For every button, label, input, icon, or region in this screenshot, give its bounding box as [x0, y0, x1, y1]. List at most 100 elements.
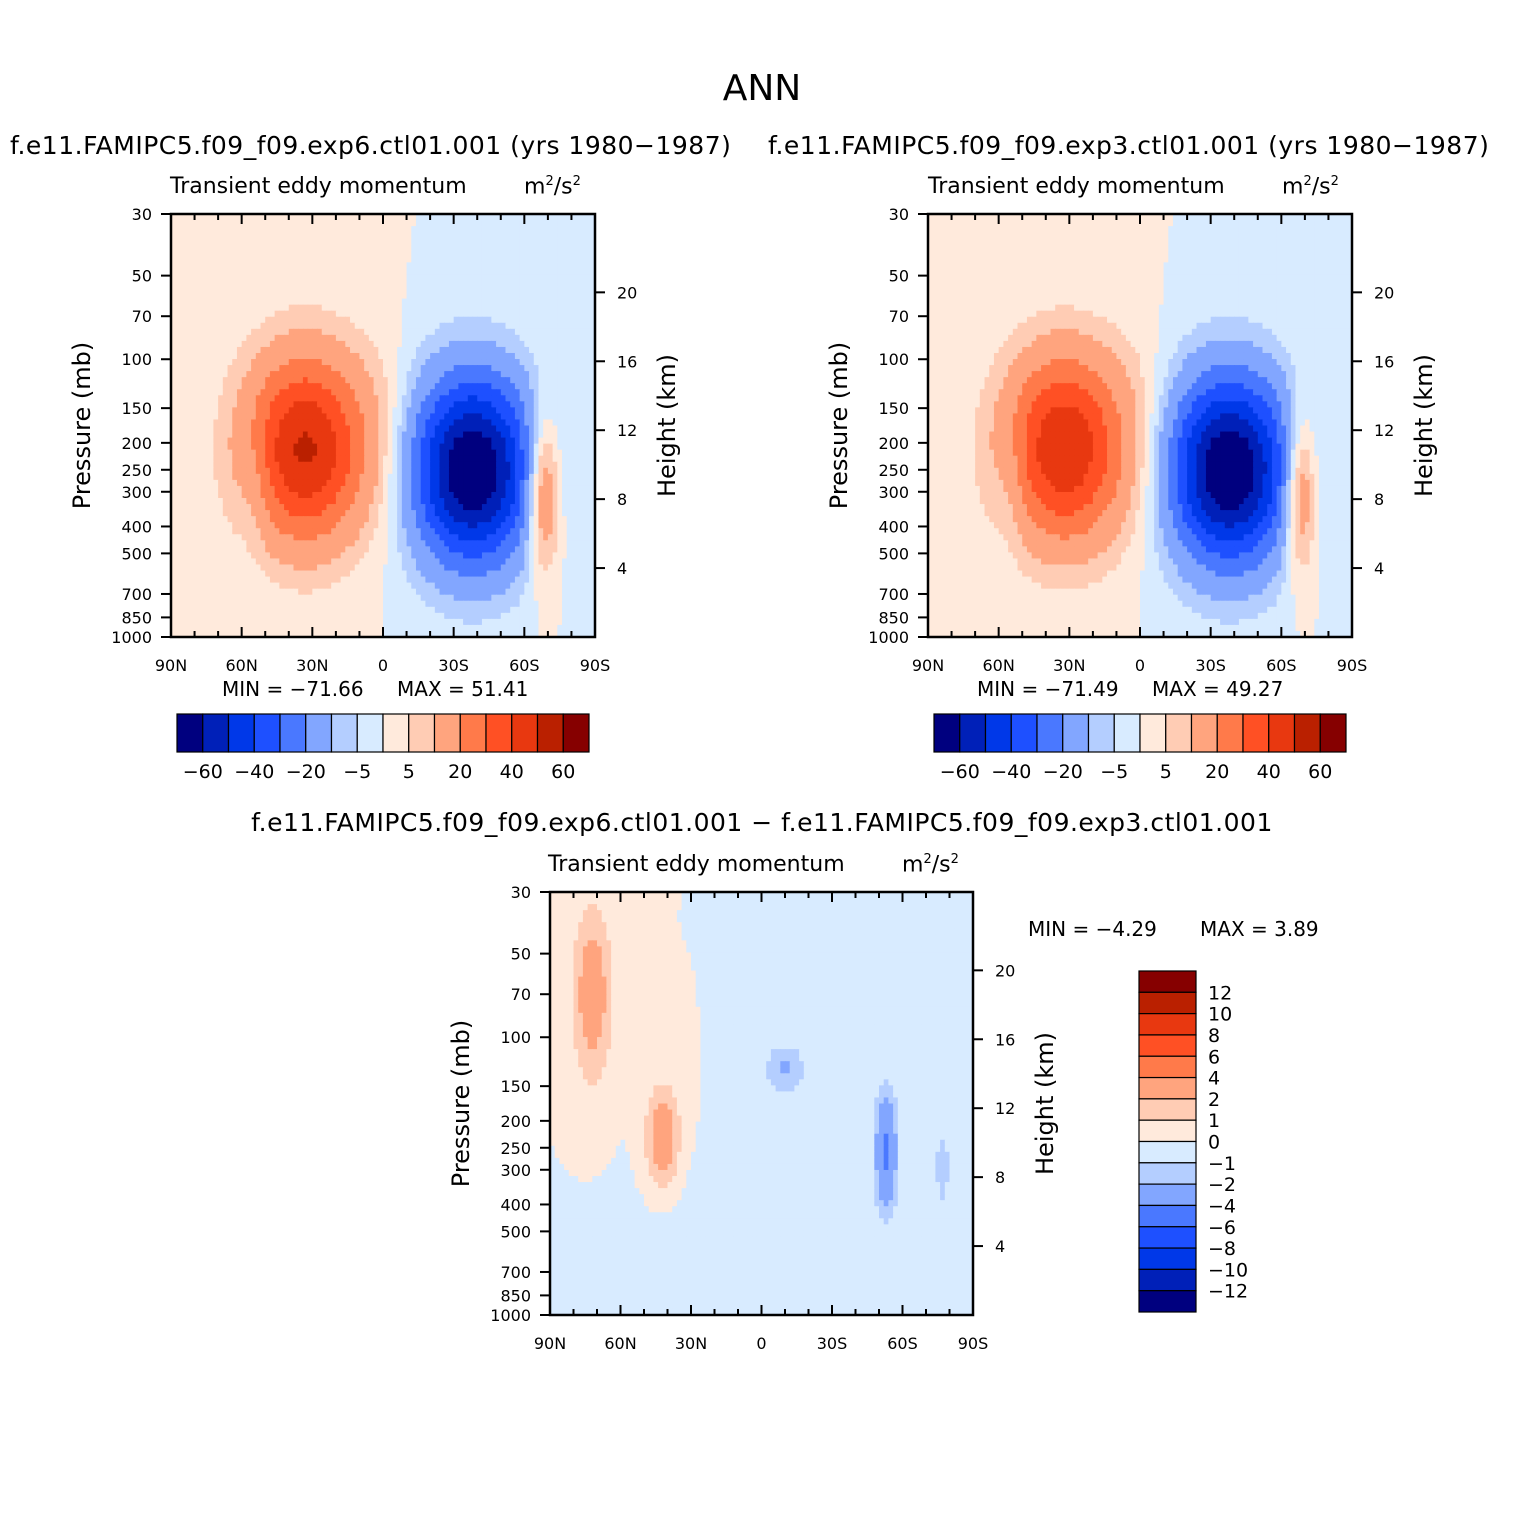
contour-cell — [373, 244, 379, 251]
contour-cell — [477, 250, 483, 257]
contour-cell — [208, 220, 214, 227]
contour-cell — [566, 262, 573, 269]
contour-cell — [444, 220, 450, 227]
contour-cell — [255, 250, 262, 257]
contour-cell — [524, 226, 530, 233]
contour-cell — [279, 262, 285, 269]
contour-cell — [269, 226, 276, 233]
contour-cell — [194, 268, 200, 276]
contour-cell — [500, 268, 507, 276]
contour-cell — [189, 220, 196, 227]
contour-cell — [397, 262, 403, 269]
contour-cell — [199, 256, 205, 263]
contour-cell — [519, 262, 525, 269]
contour-cell — [448, 250, 455, 257]
contour-cell — [562, 268, 568, 276]
contour-cell — [199, 232, 205, 239]
contour-cell — [505, 238, 511, 245]
contour-cell — [218, 256, 224, 263]
contour-cell — [566, 232, 573, 239]
contour-cell — [284, 268, 290, 276]
contour-cell — [472, 256, 478, 263]
contour-cell — [500, 232, 507, 239]
contour-cell — [448, 268, 455, 276]
contour-cell — [345, 214, 351, 221]
contour-cell — [293, 268, 299, 276]
contour-cell — [373, 238, 379, 245]
contour-cell — [194, 256, 200, 263]
contour-cell — [458, 238, 464, 245]
contour-cell — [335, 262, 342, 269]
contour-cell — [562, 238, 568, 245]
contour-cell — [208, 268, 214, 276]
contour-cell — [218, 244, 224, 251]
contour-cell — [491, 262, 497, 269]
contour-cell — [269, 232, 276, 239]
contour-cell — [453, 214, 459, 221]
contour-cell — [401, 220, 408, 227]
contour-cell — [279, 256, 285, 263]
contour-cell — [538, 244, 544, 251]
contour-cell — [378, 274, 384, 282]
contour-cell — [236, 268, 243, 276]
contour-cell — [208, 274, 214, 282]
contour-cell — [571, 214, 577, 221]
contour-cell — [265, 244, 271, 251]
contour-cell — [500, 214, 507, 221]
contour-cell — [430, 250, 436, 257]
contour-cell — [401, 226, 408, 233]
contour-cell — [269, 268, 276, 276]
contour-cell — [189, 232, 196, 239]
contour-cell — [383, 226, 389, 233]
contour-cell — [340, 214, 346, 221]
contour-cell — [383, 220, 389, 227]
contour-cell — [236, 214, 243, 221]
contour-cell — [340, 238, 346, 245]
contour-cell — [411, 262, 417, 269]
contour-cell — [199, 250, 205, 257]
contour-cell — [288, 220, 295, 227]
contour-cell — [557, 268, 563, 276]
contour-cell — [576, 244, 582, 251]
contour-cell — [401, 250, 408, 257]
contour-cell — [317, 214, 323, 221]
contour-cell — [213, 214, 219, 221]
contour-cell — [180, 268, 186, 276]
contour-cell — [514, 256, 521, 263]
contour-cell — [387, 226, 394, 233]
contour-cell — [430, 214, 436, 221]
contour-cell — [496, 220, 502, 227]
contour-cell — [590, 226, 596, 233]
contour-cell — [453, 226, 459, 233]
contour-cell — [293, 232, 299, 239]
contour-cell — [180, 244, 186, 251]
contour-cell — [232, 262, 238, 269]
contour-cell — [232, 256, 238, 263]
contour-cell — [533, 268, 540, 276]
contour-cell — [331, 250, 337, 257]
contour-cell — [222, 232, 229, 239]
contour-cell — [368, 250, 375, 257]
contour-cell — [510, 262, 516, 269]
contour-cell — [439, 256, 445, 263]
contour-cell — [430, 244, 436, 251]
contour-cell — [368, 220, 375, 227]
contour-cell — [302, 244, 309, 251]
contour-cell — [510, 220, 516, 227]
contour-cell — [199, 238, 205, 245]
contour-cell — [519, 268, 525, 276]
contour-cell — [543, 220, 549, 227]
contour-cell — [477, 238, 483, 245]
contour-cell — [444, 256, 450, 263]
contour-cell — [302, 232, 309, 239]
contour-cell — [491, 238, 497, 245]
contour-cell — [321, 262, 328, 269]
contour-cell — [331, 232, 337, 239]
contour-cell — [397, 214, 403, 221]
contour-cell — [411, 268, 417, 276]
contour-cell — [335, 256, 342, 263]
contour-cell — [505, 214, 511, 221]
contour-cell — [279, 268, 285, 276]
contour-cell — [547, 226, 554, 233]
contour-cell — [529, 268, 535, 276]
